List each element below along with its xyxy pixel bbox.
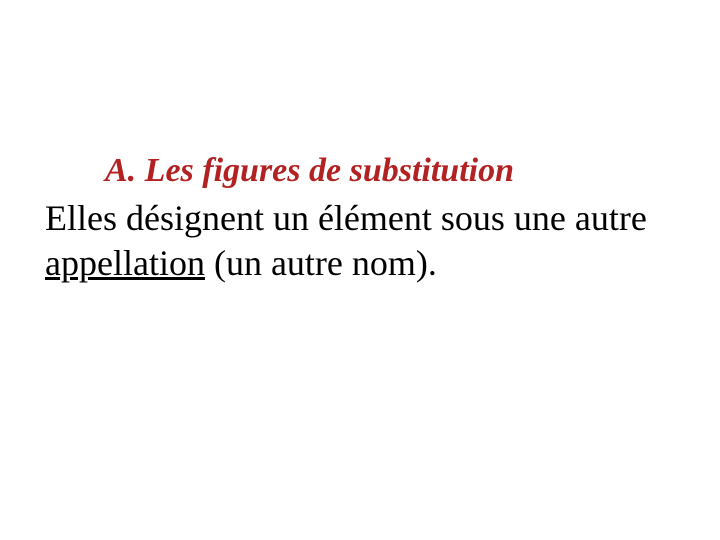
heading-text: A. Les figures de substitution [105, 152, 514, 189]
slide-content: A. Les figures de substitution Elles dés… [45, 152, 675, 286]
section-heading: A. Les figures de substitution [45, 152, 675, 190]
body-underlined: appellation [45, 243, 205, 283]
body-pre: Elles désignent un élément sous une autr… [45, 198, 647, 238]
body-paragraph: Elles désignent un élément sous une autr… [45, 196, 675, 286]
body-post: (un autre nom). [205, 243, 437, 283]
